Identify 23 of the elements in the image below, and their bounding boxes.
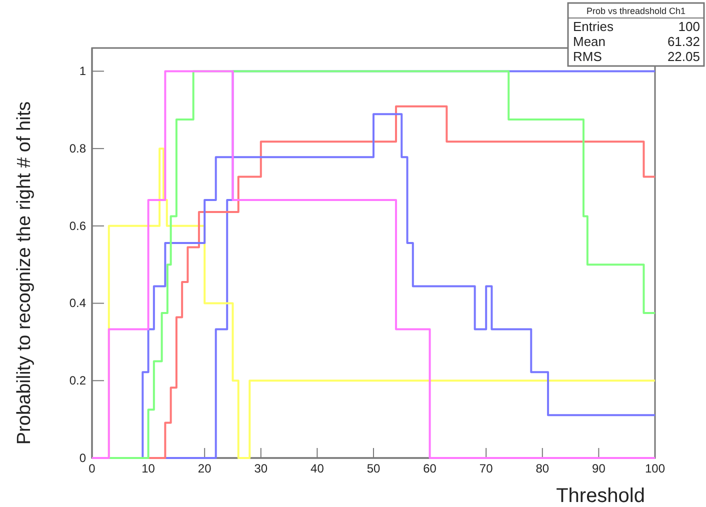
text: RMS 22.05 [573, 49, 700, 64]
y-tick-label: 0.8 [69, 141, 86, 156]
x-tick-label: 30 [254, 462, 268, 476]
y-tick-label: 0 [79, 450, 86, 465]
x-tick-label: 100 [644, 462, 666, 476]
x-tick-label: 0 [88, 462, 96, 476]
y-tick-label: 0.4 [69, 296, 86, 310]
x-tick-label: 70 [479, 462, 494, 476]
text: Prob vs threadshold Ch1 [586, 6, 686, 16]
text: Entries 100 [573, 19, 700, 34]
x-tick-label: 80 [536, 462, 550, 476]
x-tick-label: 90 [592, 462, 606, 476]
y-tick-label: 0.6 [69, 218, 86, 233]
x-tick-label: 60 [423, 462, 437, 476]
x-axis-title: Threshold [556, 485, 645, 507]
text: Mean 61.32 [573, 34, 700, 49]
y-tick-label: 0.2 [69, 373, 86, 388]
x-tick-label: 50 [366, 462, 380, 476]
x-tick-label: 40 [310, 462, 324, 476]
y-axis-title: Probability to recognize the right # of hits [14, 101, 35, 445]
x-tick-label: 20 [198, 462, 212, 476]
y-tick-label: 1 [79, 64, 86, 78]
x-tick-label: 10 [142, 462, 156, 476]
